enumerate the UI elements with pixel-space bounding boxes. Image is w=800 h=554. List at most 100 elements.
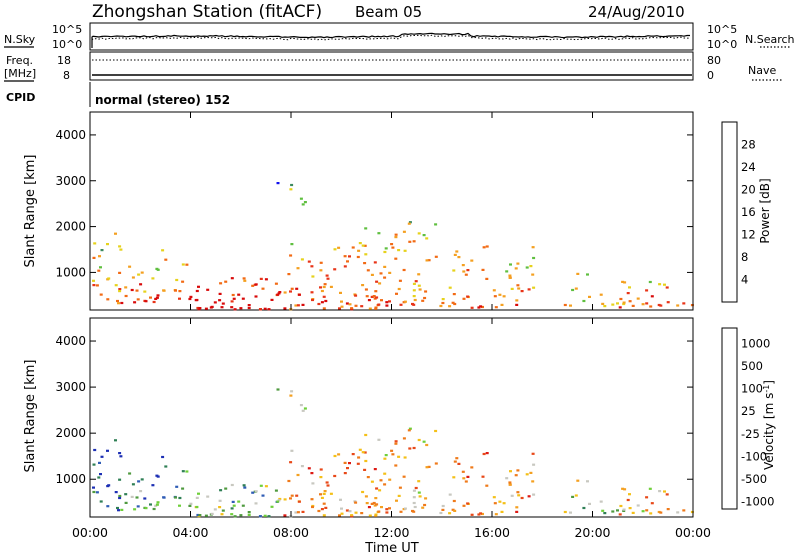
heatmap-cell bbox=[383, 276, 387, 279]
heatmap-cell bbox=[676, 304, 680, 307]
heatmap-cell bbox=[451, 301, 455, 304]
heatmap-cell bbox=[451, 508, 455, 511]
heatmap-cell bbox=[242, 484, 246, 487]
colorbar-tick-label: 8 bbox=[741, 250, 748, 264]
heatmap-cell bbox=[237, 293, 241, 296]
heatmap-cell bbox=[390, 449, 394, 452]
heatmap-cell bbox=[356, 255, 360, 259]
heatmap-cell bbox=[462, 297, 466, 300]
heatmap-cell bbox=[453, 509, 457, 512]
heatmap-cell bbox=[462, 270, 466, 273]
heatmap-cell bbox=[628, 493, 631, 496]
heatmap-cell bbox=[481, 512, 484, 516]
heatmap-cell bbox=[399, 303, 403, 306]
heatmap-cell bbox=[319, 269, 323, 272]
heatmap-cell bbox=[100, 249, 104, 252]
nave-tick-top: 80 bbox=[707, 54, 721, 67]
heatmap-cell bbox=[411, 509, 414, 513]
heatmap-cell bbox=[278, 497, 282, 501]
heatmap-cell bbox=[361, 451, 365, 454]
heatmap-cell bbox=[230, 513, 234, 516]
heatmap-cell bbox=[117, 509, 120, 512]
heatmap-cell bbox=[588, 295, 591, 298]
heatmap-cell bbox=[301, 303, 305, 306]
heatmap-cell bbox=[516, 491, 520, 494]
heatmap-cell bbox=[204, 514, 208, 517]
heatmap-cell bbox=[210, 512, 214, 515]
x-tick-label: 04:00 bbox=[172, 525, 208, 540]
colorbar-tick-label: 500 bbox=[741, 359, 763, 373]
heatmap-cell bbox=[107, 484, 111, 487]
heatmap-cell bbox=[239, 307, 243, 310]
heatmap-cell bbox=[311, 275, 315, 278]
heatmap-cell bbox=[383, 457, 387, 460]
heatmap-cell bbox=[498, 500, 502, 503]
heatmap-cell bbox=[137, 273, 141, 276]
heatmap-cell bbox=[340, 507, 343, 510]
heatmap-cell bbox=[439, 511, 443, 515]
heatmap-cell bbox=[666, 508, 670, 511]
heatmap-cell bbox=[243, 486, 247, 489]
heatmap-cell bbox=[603, 305, 607, 308]
time-axis-label: Time UT bbox=[364, 541, 418, 554]
heatmap-cell bbox=[388, 507, 391, 510]
heatmap-cell bbox=[485, 245, 489, 248]
heatmap-cell bbox=[424, 497, 428, 500]
heatmap-cell bbox=[151, 277, 155, 280]
heatmap-cell bbox=[221, 509, 225, 512]
heatmap-cell bbox=[582, 506, 586, 510]
heatmap-cell bbox=[178, 290, 182, 293]
heatmap-cell bbox=[623, 488, 627, 491]
heatmap-cell bbox=[441, 298, 445, 301]
heatmap-cell bbox=[385, 304, 389, 307]
heatmap-cell bbox=[527, 495, 531, 498]
heatmap-cell bbox=[118, 452, 122, 455]
heatmap-cell bbox=[626, 498, 630, 502]
heatmap-cell bbox=[296, 267, 300, 270]
heatmap-cell bbox=[582, 299, 586, 303]
heatmap-cell bbox=[397, 494, 401, 497]
heatmap-cell bbox=[599, 293, 603, 296]
heatmap-cell bbox=[296, 511, 300, 514]
heatmap-cell bbox=[402, 437, 406, 440]
heatmap-cell bbox=[482, 246, 486, 249]
heatmap-cell bbox=[510, 494, 514, 497]
station-title: Zhongshan Station (fitACF) bbox=[92, 2, 322, 22]
heatmap-cell bbox=[412, 289, 416, 292]
heatmap-cell bbox=[311, 298, 314, 302]
heatmap-cell bbox=[373, 261, 377, 264]
heatmap-cell bbox=[92, 284, 96, 287]
heatmap-cell bbox=[508, 481, 512, 484]
heatmap-cell bbox=[247, 511, 251, 514]
heatmap-cell bbox=[417, 273, 421, 276]
heatmap-cell bbox=[139, 490, 143, 493]
heatmap-cell bbox=[294, 511, 298, 514]
heatmap-cell bbox=[197, 492, 200, 495]
heatmap-cell bbox=[508, 276, 512, 279]
heatmap-cell bbox=[394, 442, 398, 445]
heatmap-cell bbox=[659, 511, 663, 514]
heatmap-cell bbox=[119, 248, 123, 251]
heatmap-cell bbox=[434, 462, 438, 465]
heatmap-cell bbox=[276, 293, 280, 296]
heatmap-cell bbox=[532, 286, 536, 289]
heatmap-cell bbox=[368, 514, 372, 517]
heatmap-cell bbox=[622, 302, 626, 306]
heatmap-cell bbox=[300, 258, 304, 261]
heatmap-cell bbox=[527, 288, 531, 291]
heatmap-cell bbox=[230, 306, 234, 309]
heatmap-cell bbox=[417, 480, 421, 483]
heatmap-cell bbox=[408, 427, 412, 430]
heatmap-cell bbox=[220, 513, 224, 516]
heatmap-cell bbox=[294, 304, 298, 307]
heatmap-cell bbox=[378, 282, 382, 285]
heatmap-cell bbox=[296, 304, 300, 307]
heatmap-cell bbox=[353, 500, 357, 503]
heatmap-cell bbox=[412, 446, 416, 450]
heatmap-cell bbox=[510, 287, 514, 290]
heatmap-cell bbox=[517, 494, 521, 497]
heatmap-cell bbox=[287, 479, 291, 483]
heatmap-cell bbox=[322, 295, 326, 298]
heatmap-cell bbox=[370, 480, 374, 483]
heatmap-cell bbox=[452, 293, 456, 296]
